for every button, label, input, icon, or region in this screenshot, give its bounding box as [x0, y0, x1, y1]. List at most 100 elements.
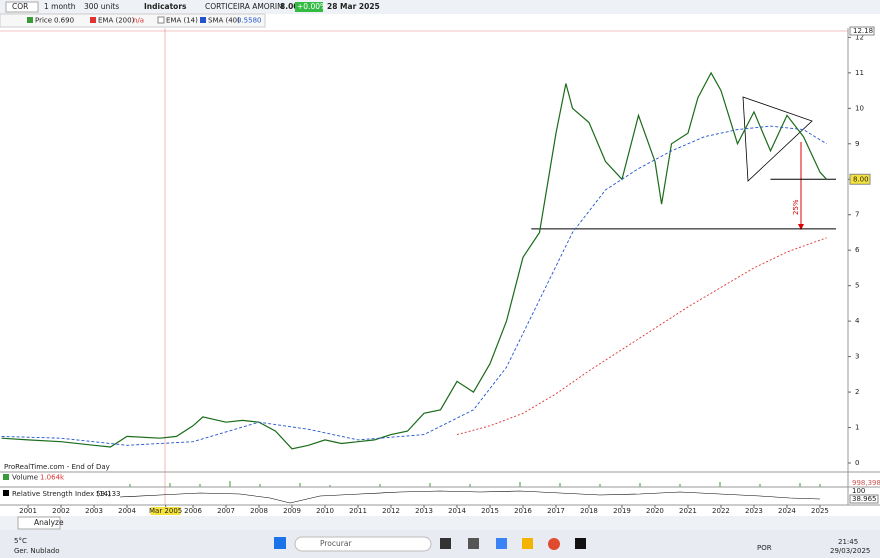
x-tick-label: 2009: [283, 507, 301, 515]
x-tick-label: 2016: [514, 507, 532, 515]
volume-label: Volume: [12, 474, 38, 482]
x-tick-label: 2007: [217, 507, 235, 515]
units[interactable]: 300 units: [84, 2, 119, 11]
legend-bar: [0, 13, 266, 28]
y-tick-label: 2: [855, 388, 859, 396]
start-button[interactable]: [274, 537, 286, 549]
y-tick-label: 0: [855, 459, 859, 467]
x-tick-label: 2014: [448, 507, 466, 515]
rsi-value: 59.133: [96, 490, 121, 498]
legend-swatch: [90, 17, 96, 23]
legend-ema14[interactable]: EMA (14): [166, 17, 198, 25]
legend-price[interactable]: Price: [35, 17, 52, 25]
volume-axis: 998,398: [852, 479, 880, 487]
legend-ema200-value: n/a: [133, 17, 144, 25]
annotation: 25%: [792, 199, 800, 215]
legend-swatch: [3, 490, 9, 496]
last-price: 8.00: [853, 175, 869, 183]
series-line: [456, 237, 827, 436]
x-tick-label: 2013: [415, 507, 433, 515]
temp: 5°C: [14, 537, 27, 545]
x-tick-label: 2017: [547, 507, 565, 515]
y-tick-label: 9: [855, 140, 859, 148]
y-tick-label: 5: [855, 282, 859, 290]
legend-swatch: [157, 16, 165, 24]
weather: Ger. Nublado: [14, 547, 60, 555]
volume-value: 1.064k: [40, 474, 65, 482]
symbol-box[interactable]: [5, 1, 39, 13]
date: 28 Mar 2025: [327, 2, 380, 11]
lang: POR: [757, 544, 772, 552]
rsi-last-box: [849, 494, 879, 504]
series-line: [1, 71, 828, 450]
rsi-top: 100: [852, 487, 865, 495]
legend-sma40[interactable]: SMA (40): [208, 17, 240, 25]
x-tick-label: 2022: [712, 507, 730, 515]
symbol[interactable]: COR: [12, 2, 28, 11]
x-tick-label: 2008: [250, 507, 268, 515]
date: 29/03/2025: [830, 547, 870, 555]
x-tick-highlight: [150, 507, 181, 515]
app-icon[interactable]: [575, 538, 586, 549]
x-tick-label: 2020: [646, 507, 664, 515]
x-tick-label: 2015: [481, 507, 499, 515]
toolbar: [0, 0, 880, 14]
y-tick-label: 11: [855, 69, 864, 77]
time: 21:45: [838, 538, 858, 546]
legend-swatch: [200, 17, 206, 23]
last: 8.00: [280, 2, 299, 11]
app-icon[interactable]: [468, 538, 479, 549]
series-line: [1, 125, 827, 446]
y-tick-label: 12: [855, 33, 864, 41]
x-tick-label: 2011: [349, 507, 367, 515]
volume-bars: [129, 481, 821, 487]
x-tick-label: 2001: [19, 507, 37, 515]
legend-sma40-value: 0.5580: [237, 17, 262, 25]
x-tick-label: 2012: [382, 507, 400, 515]
x-tick-label: Mar 2005: [149, 507, 182, 515]
y-tick-label: 4: [855, 317, 860, 325]
x-tick-label: 2021: [679, 507, 697, 515]
x-tick-label: 2019: [613, 507, 631, 515]
change-box: [295, 2, 323, 12]
top-label-box: [849, 26, 875, 36]
bottom-bar: [0, 516, 880, 530]
analyze-button[interactable]: [17, 516, 61, 530]
instrument: CORTICEIRA AMORIM: [205, 2, 284, 11]
x-tick-label: 2023: [745, 507, 763, 515]
y-tick-label: 10: [855, 104, 864, 112]
indicators[interactable]: Indicators: [144, 2, 187, 11]
legend-swatch: [3, 474, 9, 480]
top-label: 12.18: [853, 27, 873, 35]
legend-price-value: 0.690: [54, 17, 74, 25]
rsi-last: 38.965: [852, 495, 877, 503]
source: ProRealTime.com - End of Day: [4, 463, 110, 471]
x-tick-label: 2002: [52, 507, 70, 515]
triangle-drawing: [742, 96, 813, 182]
rsi-line: [119, 490, 821, 504]
period[interactable]: 1 month: [44, 2, 76, 11]
x-tick-label: 2025: [811, 507, 829, 515]
x-tick-label: 2024: [778, 507, 796, 515]
search-box[interactable]: [294, 536, 432, 552]
analyze[interactable]: Analyze: [34, 518, 64, 527]
change: +0.00%: [297, 2, 327, 11]
x-tick-label: 2006: [184, 507, 202, 515]
y-tick-label: 7: [855, 211, 859, 219]
x-tick-label: 2003: [85, 507, 103, 515]
legend-swatch: [27, 17, 33, 23]
search[interactable]: Procurar: [320, 539, 352, 548]
app-icon[interactable]: [496, 538, 507, 549]
x-tick-label: 2004: [118, 507, 136, 515]
app-icon[interactable]: [548, 538, 560, 550]
y-tick-label: 1: [855, 424, 859, 432]
legend-ema200[interactable]: EMA (200): [98, 17, 135, 25]
x-tick-label: 2018: [580, 507, 598, 515]
x-tick-label: 2010: [316, 507, 334, 515]
y-tick-label: 6: [855, 246, 860, 254]
y-tick-label: 3: [855, 353, 859, 361]
app-icon[interactable]: [522, 538, 533, 549]
app-icon[interactable]: [440, 538, 451, 549]
